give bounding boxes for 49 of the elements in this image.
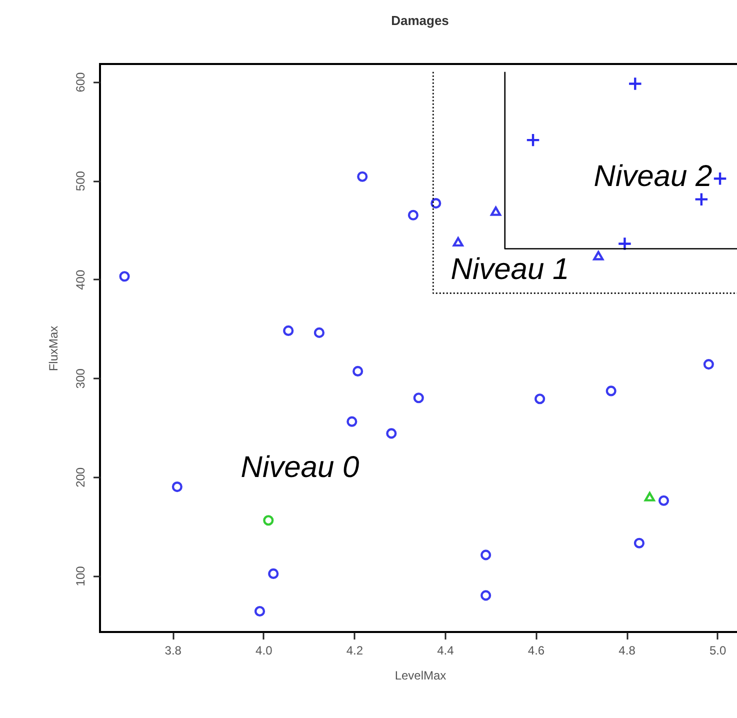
x-tick-label: 3.8 — [164, 644, 182, 658]
annotation: Niveau 2 — [594, 160, 713, 193]
point — [480, 550, 492, 560]
y-tick-label: 600 — [74, 72, 88, 92]
point — [617, 236, 632, 252]
point — [352, 366, 364, 376]
y-axis-title: FluxMax — [46, 326, 60, 372]
point — [172, 482, 182, 492]
y-tick-label: 200 — [74, 467, 88, 488]
chart-title: Damages — [391, 13, 449, 28]
point — [408, 210, 418, 220]
point — [263, 515, 274, 526]
point — [694, 192, 709, 207]
y-tick-label: 400 — [74, 270, 88, 290]
y-tick-label: 300 — [74, 368, 88, 389]
annotation: Niveau 0 — [240, 451, 360, 484]
x-tick-label: 4.8 — [618, 644, 636, 658]
point — [634, 538, 645, 548]
point — [658, 495, 670, 506]
point — [628, 76, 642, 91]
x-tick-label: 4.2 — [346, 644, 364, 658]
point — [254, 606, 266, 617]
x-tick-label: 4.6 — [528, 644, 545, 658]
x-axis-title: LevelMax — [394, 668, 446, 682]
point — [606, 386, 616, 396]
point — [490, 206, 502, 216]
point — [430, 198, 442, 209]
point — [452, 237, 464, 247]
point — [526, 132, 540, 148]
point — [534, 394, 546, 404]
y-tick-label: 500 — [74, 170, 88, 192]
point — [712, 171, 728, 186]
point — [119, 271, 130, 282]
point — [644, 492, 655, 502]
point — [268, 568, 279, 579]
point — [386, 428, 397, 439]
point — [314, 327, 325, 338]
point — [283, 325, 294, 336]
point — [480, 590, 492, 601]
point — [593, 250, 604, 260]
point — [703, 359, 714, 370]
annotation: Niveau 1 — [450, 253, 570, 286]
y-tick-label: 100 — [74, 566, 88, 586]
x-tick-label: 4.0 — [256, 644, 273, 658]
point — [357, 171, 368, 182]
x-tick-label: 5.0 — [709, 644, 726, 658]
point — [346, 416, 358, 427]
x-tick-label: 4.4 — [437, 644, 454, 658]
point — [413, 392, 424, 404]
